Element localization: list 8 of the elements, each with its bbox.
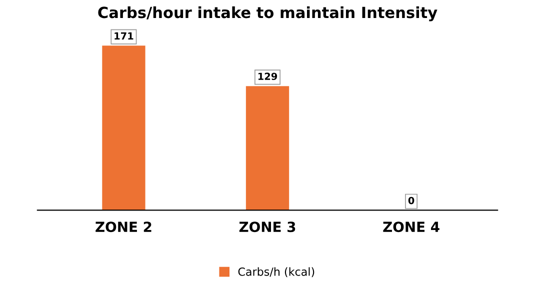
x-tick-label: ZONE 2	[96, 222, 152, 232]
chart-title: Carbs/hour intake to maintain Intensity	[98, 6, 438, 22]
legend-label: Carbs/h (kcal)	[238, 267, 314, 278]
x-tick-label: ZONE 4	[383, 222, 440, 232]
data-label: 0	[408, 196, 414, 204]
data-label: 129	[258, 72, 278, 80]
x-tick-label: ZONE 3	[239, 222, 296, 232]
data-label: 171	[114, 32, 134, 40]
